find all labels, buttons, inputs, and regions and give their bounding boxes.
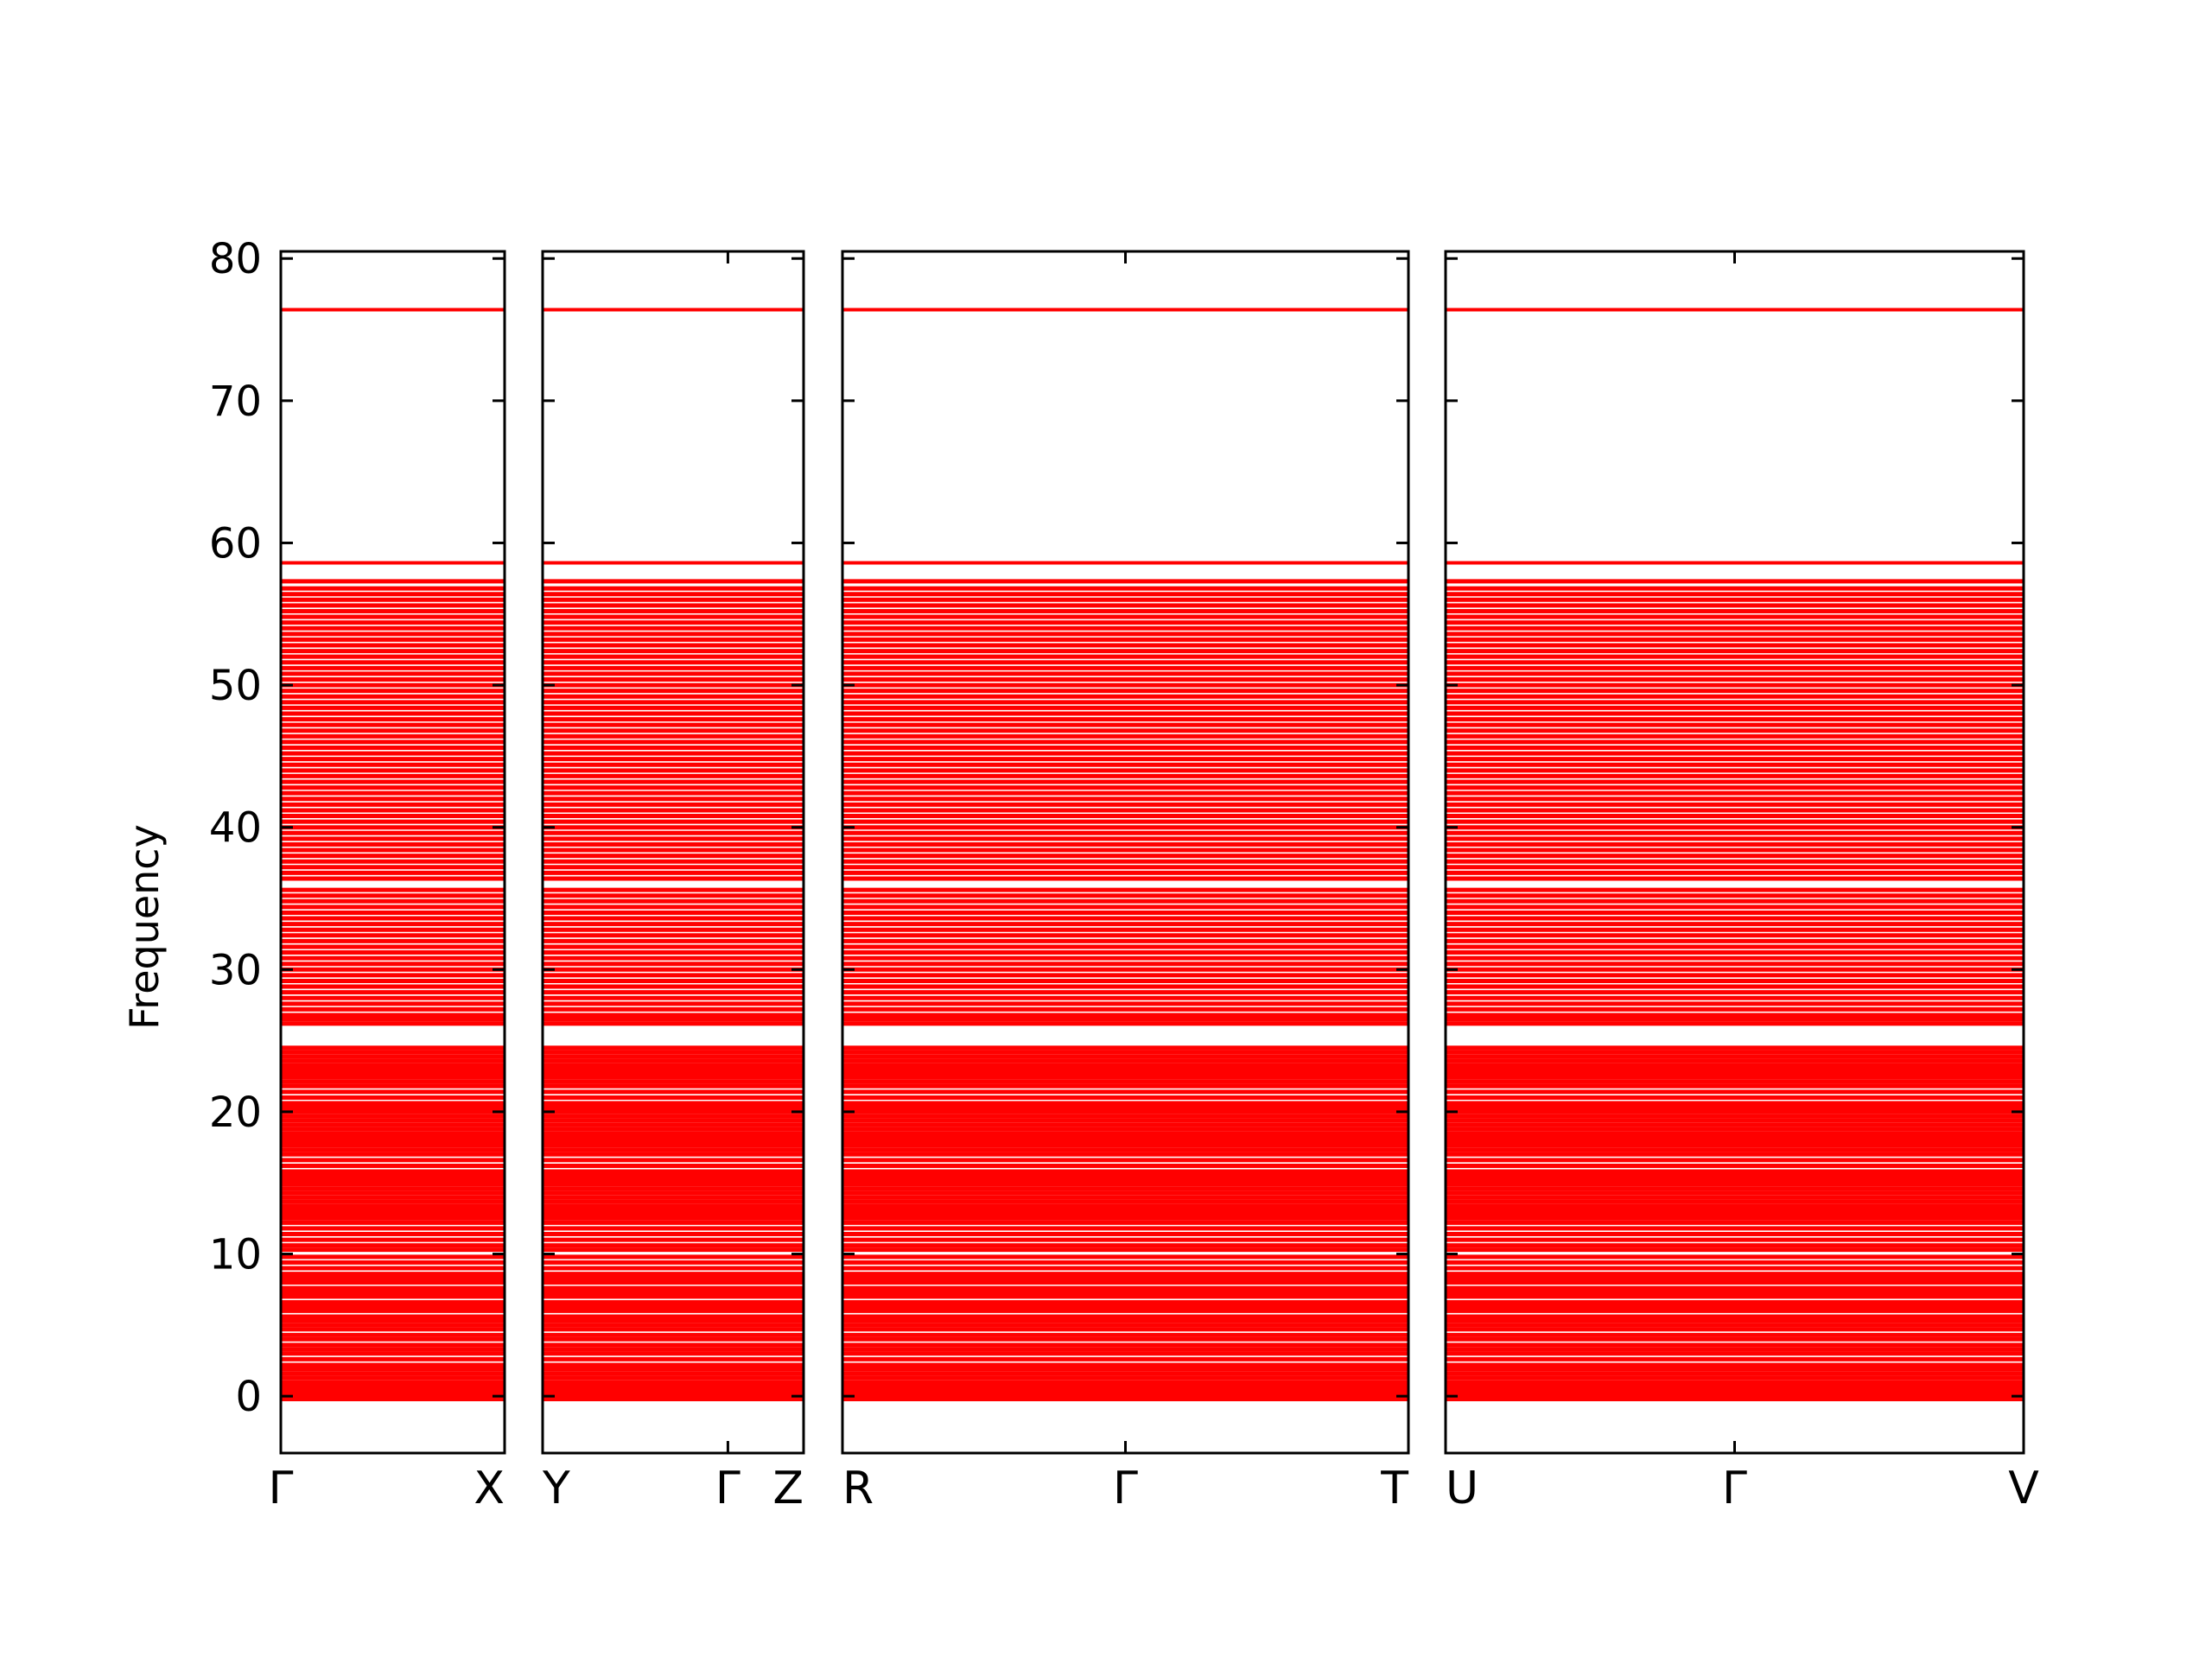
y-tick-label: 40 [209, 804, 262, 853]
panel-3: R TΓ [841, 250, 1410, 1514]
panel-frame [541, 250, 805, 1455]
panel-frame [279, 250, 506, 1455]
x-tick-label: V [2008, 1463, 2039, 1514]
y-axis-label: Frequency [121, 824, 168, 1030]
y-tick-label: 0 [235, 1373, 262, 1421]
x-tick-label: Γ [269, 1463, 294, 1514]
x-tick-label: X [474, 1463, 505, 1514]
y-tick-label: 30 [209, 946, 262, 994]
x-tick-label: Γ [715, 1463, 741, 1514]
x-tick-label: U [1446, 1463, 1478, 1514]
y-tick-label: 60 [209, 519, 262, 568]
x-tick-label: R [842, 1463, 874, 1514]
y-tick-label: 70 [209, 378, 262, 426]
x-tick-label: T [1380, 1463, 1408, 1514]
x-tick-label: Y [542, 1463, 570, 1514]
y-tick-label: 10 [209, 1231, 262, 1279]
y-tick-label: 20 [209, 1089, 262, 1137]
x-tick-label: Z [772, 1463, 804, 1514]
y-tick-label: 80 [209, 235, 262, 283]
x-tick-label: Γ [1113, 1463, 1138, 1514]
panel-2: Y ZΓ [541, 250, 805, 1514]
y-tick-label: 50 [209, 662, 262, 710]
x-tick-label: Γ [1722, 1463, 1747, 1514]
panel-4: U VΓ [1444, 250, 2039, 1514]
